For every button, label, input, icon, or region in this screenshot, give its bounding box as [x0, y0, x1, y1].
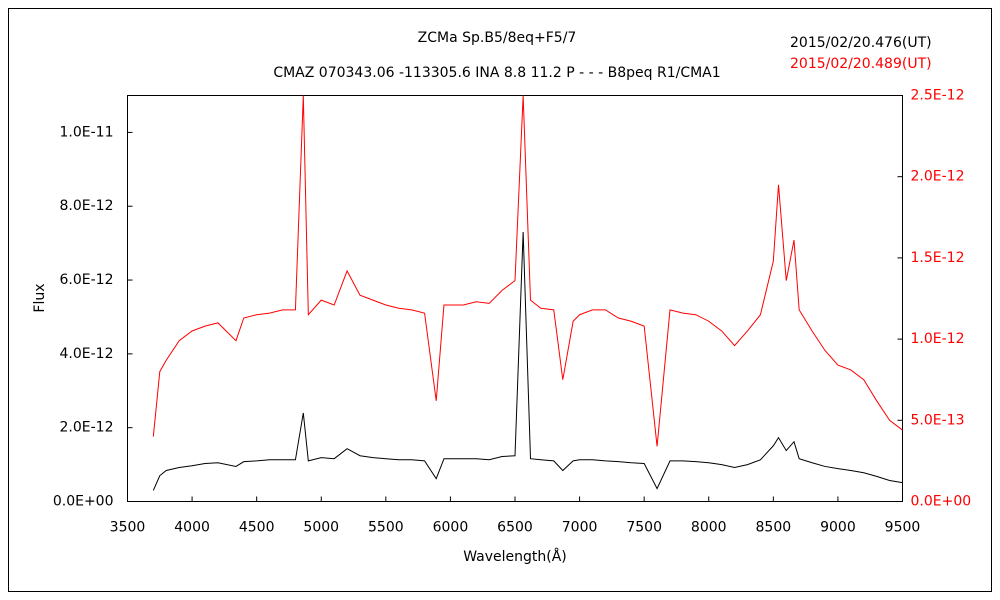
- x-tick-label: 8500: [756, 520, 792, 536]
- y-tick-label: 2.0E-12: [60, 420, 114, 436]
- plot-frame: [127, 95, 903, 502]
- x-tick-label: 4000: [174, 520, 210, 536]
- x-tick-label: 9000: [820, 520, 856, 536]
- x-tick-label: 7500: [626, 520, 662, 536]
- y-tick-label: 6.0E-12: [60, 272, 114, 288]
- x-tick-label: 6000: [433, 520, 469, 536]
- legend-entry: 2015/02/20.489(UT): [790, 56, 932, 72]
- y-tick-label: 1.0E-11: [60, 124, 114, 140]
- x-tick-label: 5500: [368, 520, 404, 536]
- x-tick-label: 4500: [239, 520, 275, 536]
- x-tick-label: 3500: [110, 520, 146, 536]
- chart-subtitle: CMAZ 070343.06 -113305.6 INA 8.8 11.2 P …: [273, 65, 720, 81]
- y-tick-label: 8.0E-12: [60, 198, 114, 214]
- x-axis-label: Wavelength(Å): [463, 548, 567, 565]
- chart-title: ZCMa Sp.B5/8eq+F5/7: [418, 30, 577, 46]
- y2-tick-label: 2.0E-12: [911, 169, 965, 185]
- x-tick-label: 5000: [303, 520, 339, 536]
- y2-tick-label: 1.0E-12: [911, 331, 965, 347]
- series-line: [152, 95, 903, 447]
- outer-frame: [8, 8, 992, 592]
- y2-tick-label: 2.5E-12: [911, 88, 965, 104]
- x-tick-label: 7000: [562, 520, 598, 536]
- x-tick-label: 8000: [691, 520, 727, 536]
- y-axis-label: Flux: [32, 283, 48, 312]
- legend-entry: 2015/02/20.476(UT): [790, 35, 932, 51]
- y2-tick-label: 1.5E-12: [911, 250, 965, 266]
- y-tick-label: 0.0E+00: [53, 494, 114, 510]
- y-tick-label: 4.0E-12: [60, 346, 114, 362]
- y2-tick-label: 0.0E+00: [911, 494, 972, 510]
- series-line: [152, 232, 903, 491]
- x-tick-label: 6500: [497, 520, 533, 536]
- y2-tick-label: 5.0E-13: [911, 412, 965, 428]
- x-tick-label: 9500: [885, 520, 921, 536]
